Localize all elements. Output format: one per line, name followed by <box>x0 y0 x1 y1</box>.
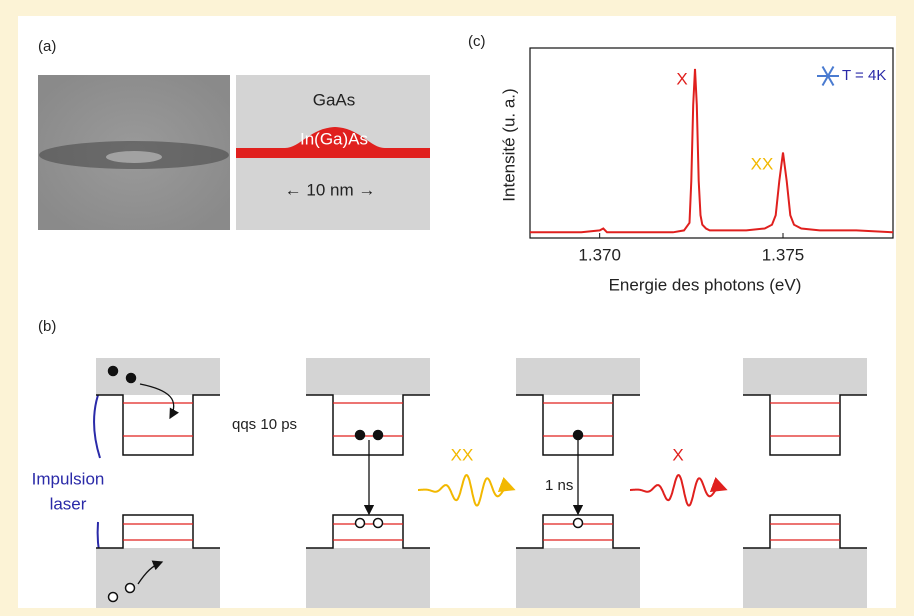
valence-barrier <box>306 548 430 608</box>
lifetime-label: 1 ns <box>545 477 573 494</box>
hole <box>574 519 583 528</box>
hole <box>126 584 135 593</box>
x-tick-label: 1.375 <box>762 245 805 264</box>
dot-label: In(Ga)As <box>300 129 368 148</box>
conduction-barrier <box>306 358 430 395</box>
annotation: T = 4K <box>842 67 886 84</box>
x-tick-label: 1.370 <box>578 245 621 264</box>
exciton-label: X <box>672 445 683 464</box>
scale-label: ← 10 nm → <box>285 180 376 199</box>
valence-barrier <box>743 548 867 608</box>
electron <box>127 374 136 383</box>
hole <box>374 519 383 528</box>
panel-label: (b) <box>38 318 56 335</box>
hole <box>109 593 118 602</box>
valence-barrier <box>516 548 640 608</box>
annotation: X <box>676 69 687 88</box>
panel-label: (c) <box>468 33 486 50</box>
biexciton-label: XX <box>451 445 474 464</box>
x-axis-label: Energie des photons (eV) <box>609 275 802 294</box>
hole <box>356 519 365 528</box>
electron <box>374 431 383 440</box>
electron <box>109 367 118 376</box>
tem-core <box>106 151 162 163</box>
figure: (a) (b) (c) GaAs In(Ga)As ← 10 nm → qqs … <box>0 0 914 616</box>
y-axis-label: Intensité (u. a.) <box>499 88 518 201</box>
electron <box>574 431 583 440</box>
excitation-label: laser <box>50 494 87 513</box>
electron <box>356 431 365 440</box>
conduction-barrier <box>743 358 867 395</box>
excitation-label: Impulsion <box>32 469 105 488</box>
conduction-barrier <box>516 358 640 395</box>
panel-label: (a) <box>38 38 56 55</box>
relaxation-label: qqs 10 ps <box>232 416 297 433</box>
annotation: XX <box>751 154 774 173</box>
matrix-label: GaAs <box>313 90 356 109</box>
